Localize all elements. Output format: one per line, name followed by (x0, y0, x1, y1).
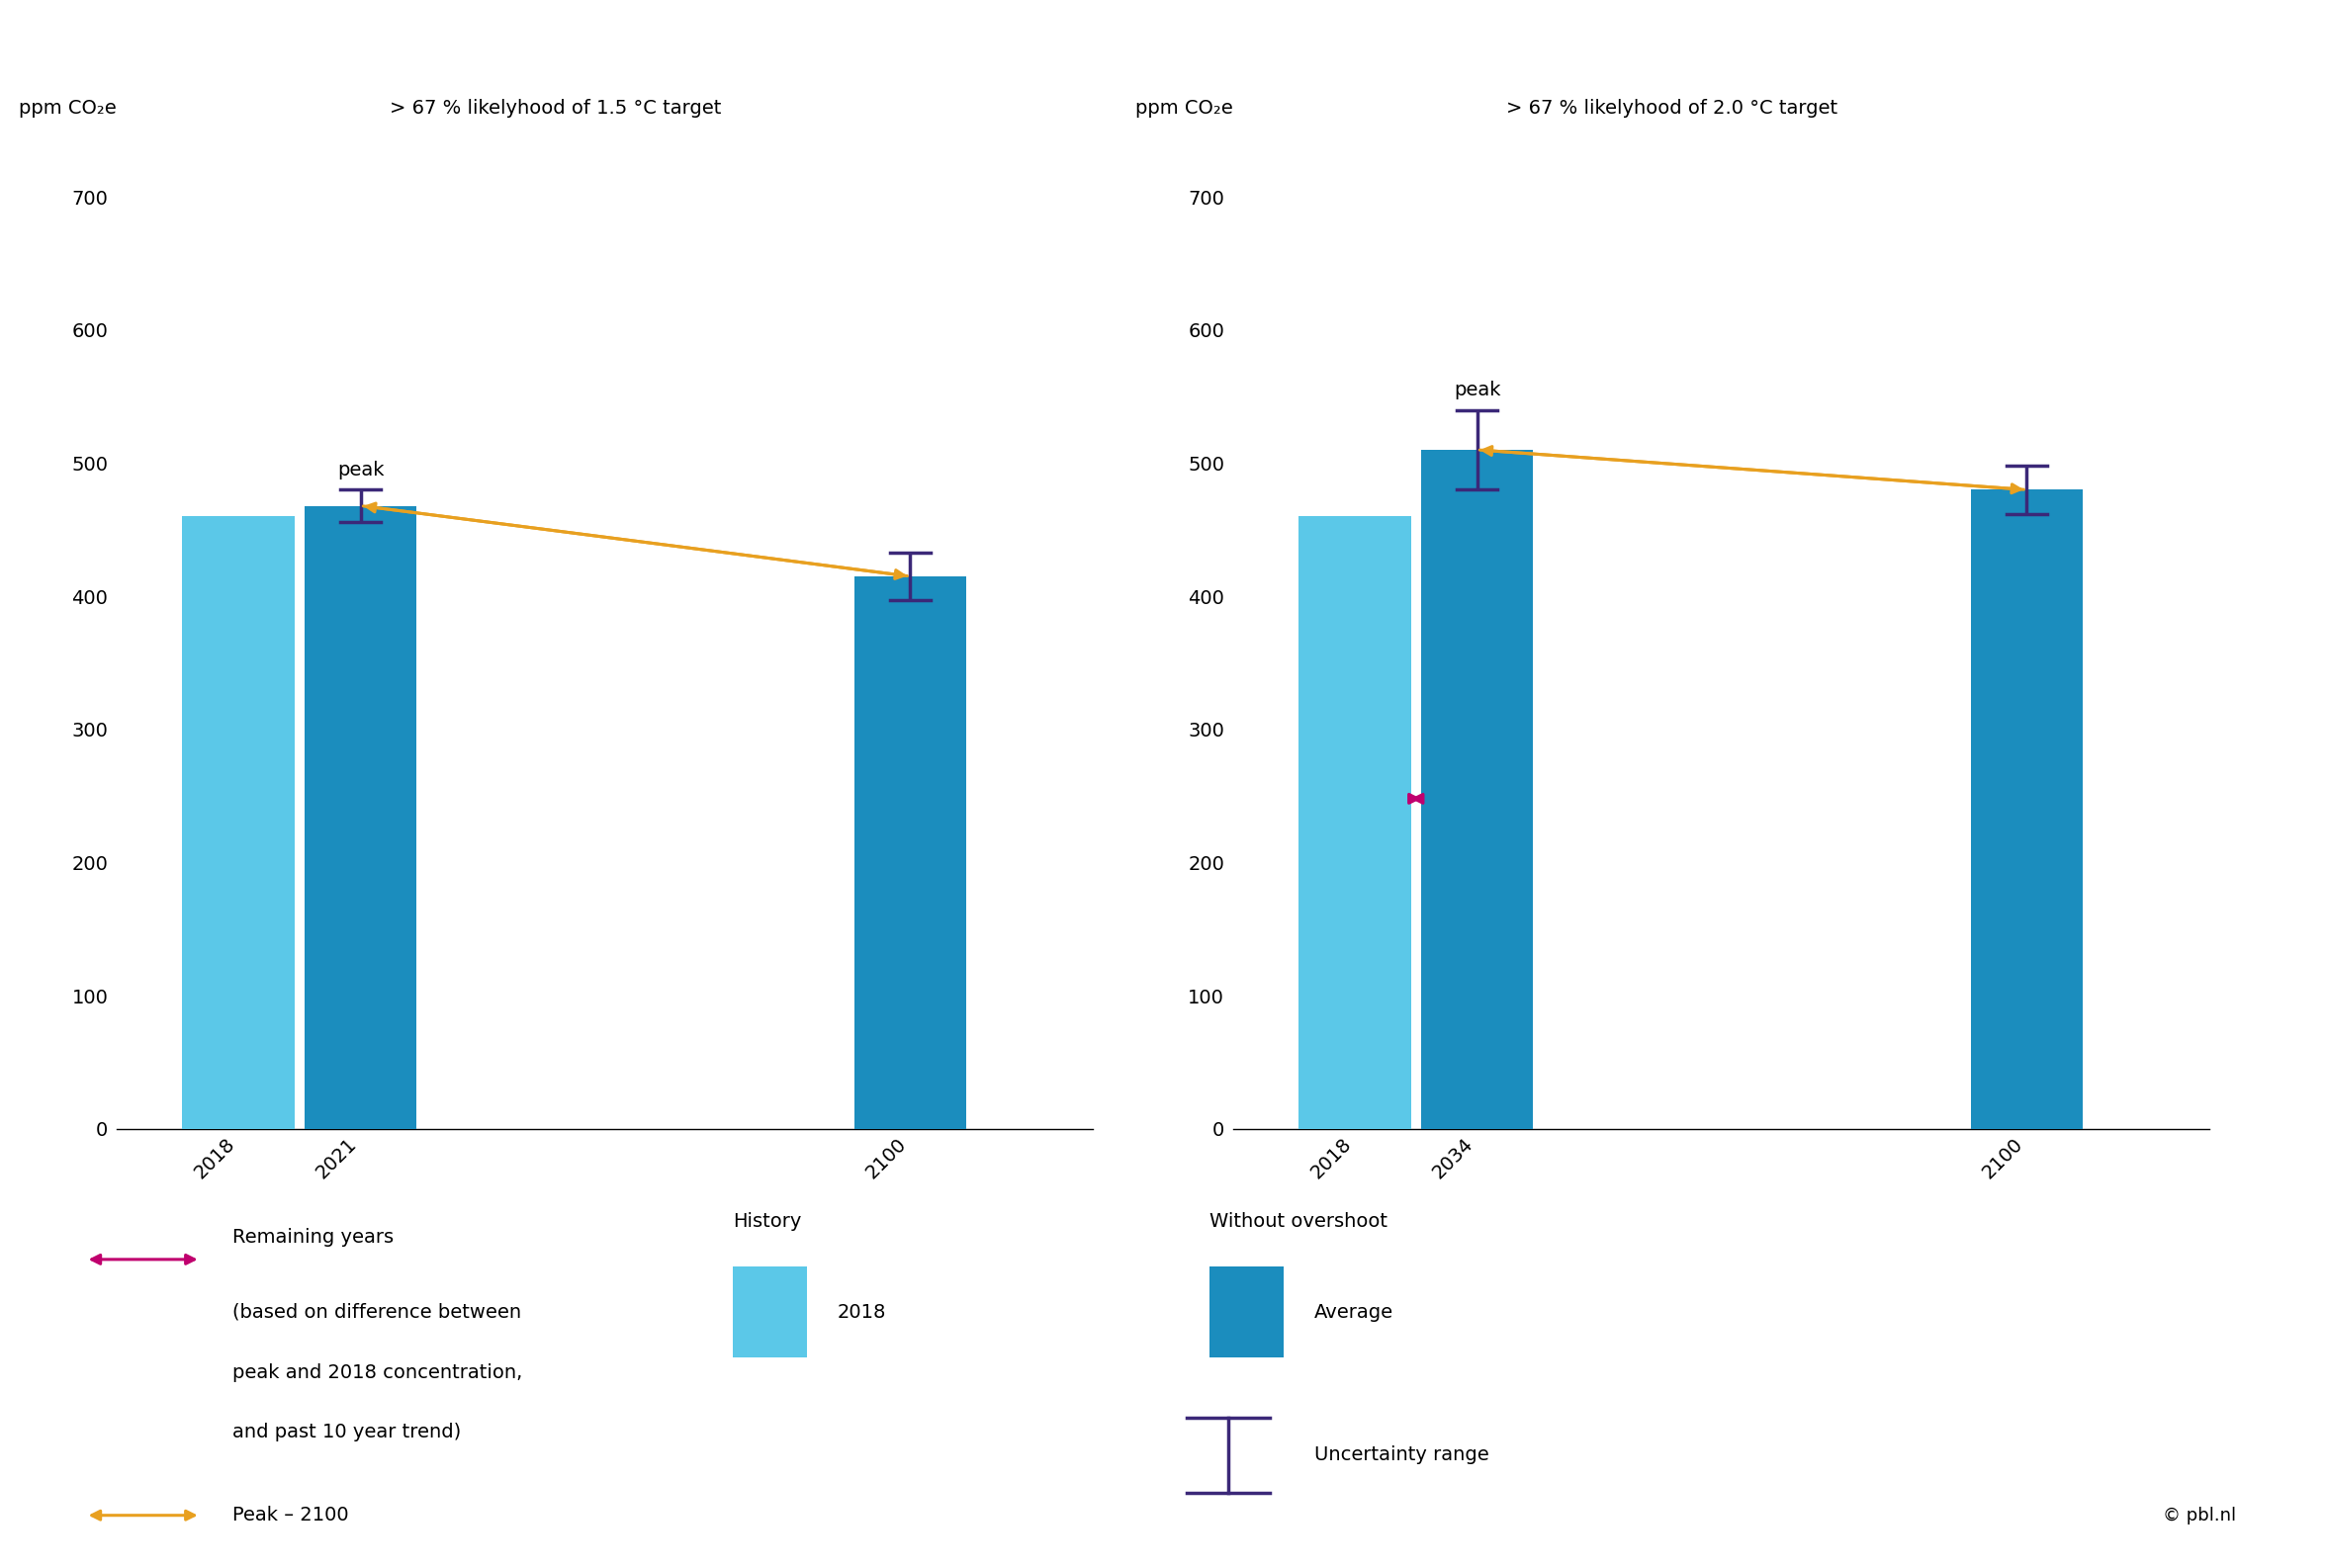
Bar (1421, 450, 1533, 1129)
Bar (1298, 516, 1412, 1129)
Bar (733, 1267, 807, 1358)
Text: Without overshoot: Without overshoot (1210, 1212, 1389, 1231)
Bar (181, 516, 295, 1129)
Text: Average: Average (1314, 1303, 1393, 1322)
Text: peak: peak (337, 461, 384, 480)
Text: (based on difference between: (based on difference between (233, 1303, 521, 1322)
Bar (854, 577, 965, 1129)
Bar (1210, 1267, 1284, 1358)
Bar (1970, 489, 2082, 1129)
Text: 2018: 2018 (837, 1303, 886, 1322)
Text: > 67 % likelyhood of 2.0 °C target: > 67 % likelyhood of 2.0 °C target (1507, 99, 1838, 118)
Text: and past 10 year trend): and past 10 year trend) (233, 1424, 461, 1443)
Text: > 67 % likelyhood of 1.5 °C target: > 67 % likelyhood of 1.5 °C target (391, 99, 721, 118)
Text: ppm CO₂e: ppm CO₂e (1135, 99, 1233, 118)
Text: peak: peak (1454, 381, 1500, 400)
Text: Peak – 2100: Peak – 2100 (233, 1505, 349, 1524)
Bar (305, 506, 416, 1129)
Text: Remaining years: Remaining years (233, 1228, 393, 1247)
Text: History: History (733, 1212, 800, 1231)
Text: ppm CO₂e: ppm CO₂e (19, 99, 116, 118)
Text: © pbl.nl: © pbl.nl (2163, 1507, 2238, 1524)
Text: peak and 2018 concentration,: peak and 2018 concentration, (233, 1363, 523, 1381)
Text: Uncertainty range: Uncertainty range (1314, 1446, 1489, 1465)
